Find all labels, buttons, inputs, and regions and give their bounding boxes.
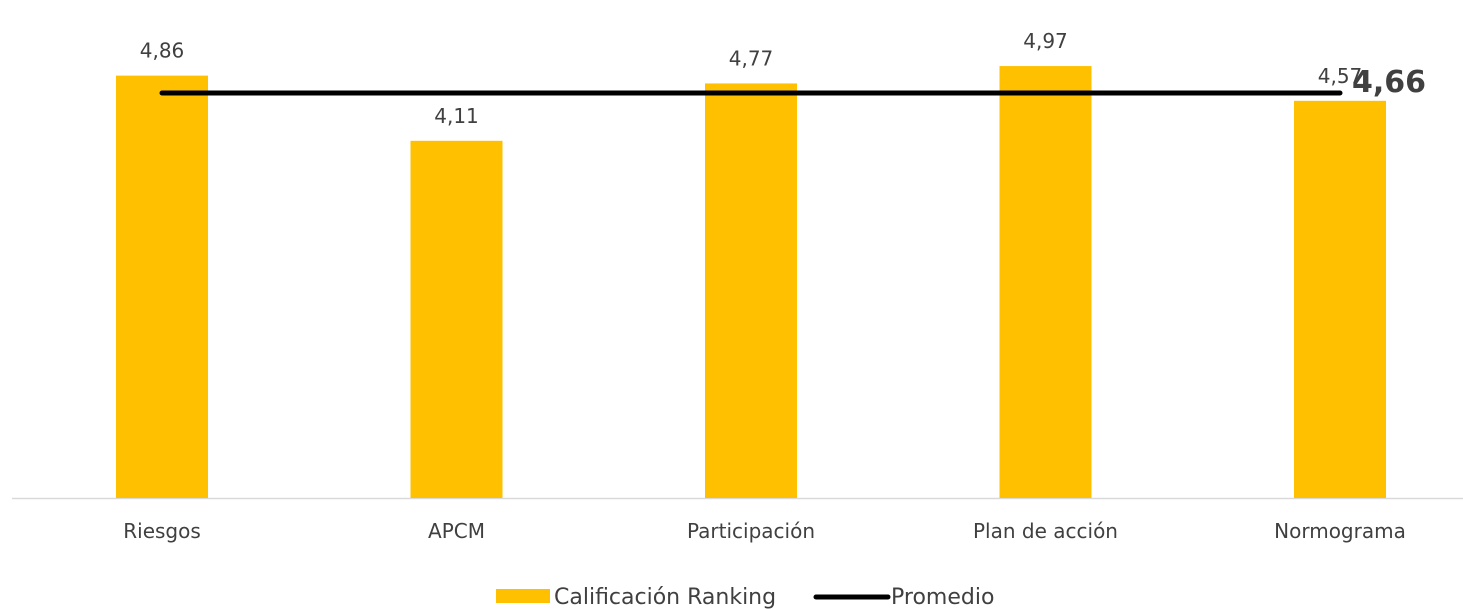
bar-4 (1294, 101, 1386, 498)
bar-3 (1000, 66, 1092, 498)
category-label: Participación (687, 519, 815, 543)
category-label: Normograma (1274, 519, 1406, 543)
bar-1 (411, 141, 503, 498)
legend-bar-swatch (496, 589, 550, 603)
legend-bar-label: Calificación Ranking (554, 585, 776, 609)
legend: Calificación Ranking Promedio (496, 585, 994, 609)
bar-0 (116, 76, 208, 498)
category-label: Plan de acción (973, 519, 1118, 543)
bar-value-label: 4,86 (140, 39, 185, 63)
category-label: APCM (428, 519, 485, 543)
bar-value-label: 4,11 (434, 104, 479, 128)
bar-value-label: 4,77 (729, 46, 774, 70)
category-label: Riesgos (123, 519, 201, 543)
bar-series (116, 66, 1386, 498)
bar-2 (705, 83, 797, 498)
legend-line-label: Promedio (891, 585, 994, 609)
category-labels: Riesgos APCM Participación Plan de acción No… (123, 519, 1406, 543)
bar-value-label: 4,97 (1023, 29, 1068, 53)
average-value-label: 4,66 (1352, 65, 1426, 100)
